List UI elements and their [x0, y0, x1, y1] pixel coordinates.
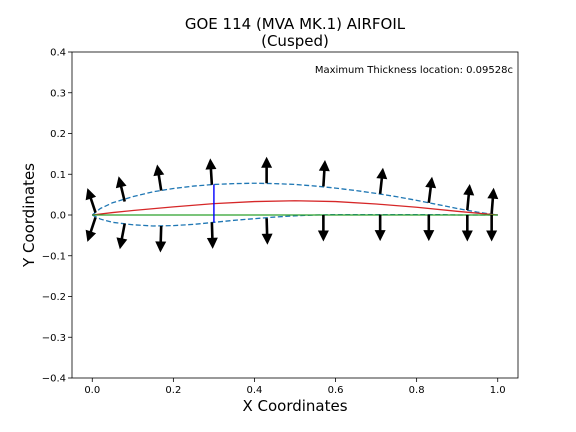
lower-normal-arrow — [461, 215, 473, 242]
upper-normal-arrow — [376, 167, 388, 194]
y-axis-label: Y Coordinates — [20, 163, 38, 268]
axis-layer: 0.0 0.2 0.4 0.6 0.8 1.0 −0.4 −0.3 −0.2 −0.1 0.0 0.1… — [42, 48, 506, 397]
y-tick-label: 0.0 — [50, 211, 66, 222]
y-tick-label: 0.1 — [50, 170, 66, 181]
y-tick-label: 0.2 — [50, 129, 66, 140]
chart-subtitle: (Cusped) — [261, 32, 329, 50]
lower-normal-arrow — [486, 215, 498, 242]
y-tick-label: 0.4 — [50, 48, 66, 59]
chart-title: GOE 114 (MVA MK.1) AIRFOIL — [185, 15, 406, 33]
upper-normal-arrow — [487, 187, 499, 214]
x-tick-label: 0.8 — [409, 385, 425, 396]
plot-layer — [85, 156, 499, 253]
upper-normal-arrow — [85, 188, 97, 213]
camber-line — [92, 200, 498, 216]
upper-normal-arrow — [115, 176, 127, 202]
upper-normal-arrow — [463, 184, 475, 211]
x-tick-label: 0.4 — [247, 385, 263, 396]
x-axis-label: X Coordinates — [242, 397, 347, 415]
upper-surface-line — [91, 182, 498, 216]
lower-normal-arrow — [261, 218, 273, 245]
y-tick-label: −0.2 — [42, 292, 66, 303]
y-tick-label: −0.3 — [42, 333, 66, 344]
upper-normal-arrow — [425, 176, 437, 203]
upper-normal-arrow — [153, 164, 165, 191]
y-tick-label: −0.4 — [42, 374, 66, 385]
y-tick-label: −0.1 — [42, 251, 66, 262]
lower-normal-arrow — [374, 214, 386, 242]
upper-normal-arrow — [205, 158, 217, 185]
upper-normal-arrow — [318, 159, 330, 187]
upper-normal-arrow — [261, 156, 273, 184]
lower-normal-arrow — [116, 223, 128, 250]
lower-normal-arrow — [206, 222, 218, 249]
y-tick-label: 0.3 — [50, 88, 66, 99]
lower-normal-arrow — [85, 217, 97, 242]
lower-normal-arrow — [423, 214, 435, 242]
lower-normal-arrow — [317, 215, 329, 242]
max-thickness-annotation: Maximum Thickness location: 0.09528c — [315, 65, 513, 76]
x-tick-label: 0.0 — [84, 385, 100, 396]
x-tick-label: 0.6 — [328, 385, 344, 396]
x-tick-label: 0.2 — [165, 385, 181, 396]
x-tick-label: 1.0 — [490, 385, 506, 396]
lower-normal-arrow — [155, 225, 167, 253]
